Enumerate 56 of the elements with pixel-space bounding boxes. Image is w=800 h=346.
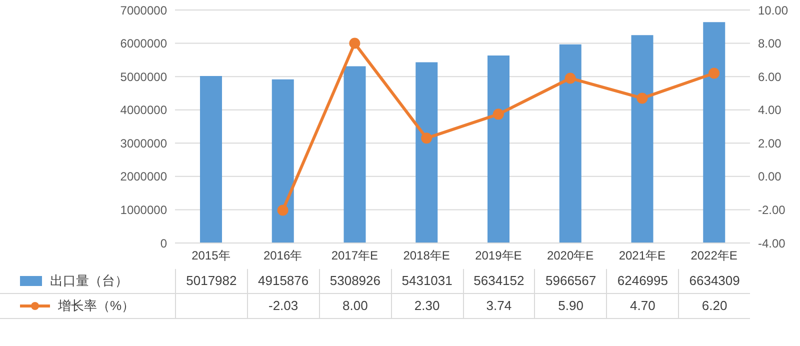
point bbox=[492, 108, 504, 120]
data-label: 5966567 bbox=[534, 269, 606, 294]
y2-tick-label: -2.00 bbox=[758, 202, 786, 217]
legend-label: 增长率（%） bbox=[58, 297, 135, 315]
data-label: 6246995 bbox=[606, 269, 678, 294]
y-tick-label: 3000000 bbox=[120, 136, 168, 150]
data-label: 6.20 bbox=[678, 294, 750, 319]
y2-tick-label: 0.00 bbox=[758, 170, 782, 184]
bar bbox=[631, 35, 654, 243]
x-tick-label: 2016年 bbox=[263, 248, 302, 263]
x-tick-label: 2022年E bbox=[690, 248, 738, 263]
y-tick-label: 5000000 bbox=[120, 70, 168, 84]
data-label: 5017982 bbox=[175, 269, 247, 294]
legend-label: 出口量（台） bbox=[50, 272, 128, 290]
y-tick-label: 4000000 bbox=[120, 103, 168, 118]
x-tick-label: 2017年E bbox=[331, 248, 378, 263]
bar bbox=[488, 55, 510, 243]
point bbox=[349, 38, 360, 49]
bar bbox=[344, 66, 366, 243]
y2-tick-label: 10.00 bbox=[758, 3, 788, 18]
point bbox=[421, 132, 432, 144]
data-label: 8.00 bbox=[318, 294, 391, 319]
y-tick-label: 1000000 bbox=[120, 202, 168, 217]
data-label: 5308926 bbox=[318, 269, 391, 294]
x-tick-label: 2021年E bbox=[618, 248, 666, 263]
bar bbox=[416, 62, 438, 243]
bar bbox=[703, 22, 726, 243]
data-label: 3.74 bbox=[462, 294, 534, 319]
data-label: 5431031 bbox=[390, 269, 462, 294]
data-label: -2.03 bbox=[246, 294, 319, 319]
y-tick-label: 2000000 bbox=[120, 170, 168, 184]
y2-tick-label: 4.00 bbox=[758, 103, 782, 118]
data-label: 5.90 bbox=[534, 294, 606, 319]
point bbox=[636, 92, 648, 104]
y-tick-label: 7000000 bbox=[120, 3, 168, 18]
point bbox=[564, 72, 576, 84]
data-label: 4915876 bbox=[246, 269, 319, 294]
x-tick-label: 2018年E bbox=[403, 248, 450, 263]
y2-tick-label: -4.00 bbox=[758, 236, 786, 250]
y2-tick-label: 8.00 bbox=[758, 36, 782, 51]
data-label: 5634152 bbox=[462, 269, 534, 294]
bar bbox=[559, 44, 582, 243]
data-label: 6634309 bbox=[678, 269, 750, 294]
data-label: 4.70 bbox=[606, 294, 678, 319]
x-tick-label: 2020年E bbox=[546, 248, 594, 263]
point bbox=[708, 68, 720, 79]
y2-tick-label: 6.00 bbox=[758, 70, 782, 84]
y-tick-label: 0 bbox=[160, 236, 168, 250]
y2-tick-label: 2.00 bbox=[758, 136, 782, 150]
x-tick-label: 2019年E bbox=[475, 248, 522, 263]
y-tick-label: 6000000 bbox=[120, 36, 168, 51]
bar bbox=[200, 76, 222, 243]
x-tick-label: 2015年 bbox=[192, 248, 230, 263]
point bbox=[277, 204, 288, 216]
bar bbox=[272, 79, 294, 243]
data-label: 2.30 bbox=[390, 294, 462, 319]
